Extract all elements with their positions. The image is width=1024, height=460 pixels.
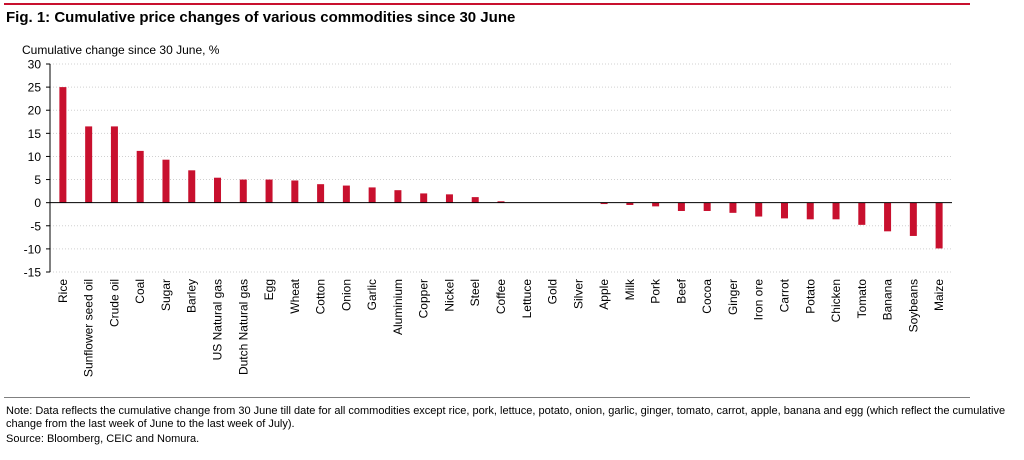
x-tick-label: Ginger xyxy=(726,279,740,315)
bar-egg xyxy=(265,179,273,203)
x-tick-label: Tomato xyxy=(855,279,869,319)
x-tick-label: Carrot xyxy=(777,278,791,312)
y-tick-label: 5 xyxy=(34,173,41,187)
bar-potato xyxy=(806,202,814,220)
chart-source: Source: Bloomberg, CEIC and Nomura. xyxy=(6,433,200,445)
figure-title: Fig. 1: Cumulative price changes of vari… xyxy=(6,9,516,26)
x-tick-label: Coffee xyxy=(494,279,508,314)
grid-lines xyxy=(46,63,952,273)
x-tick-label: Garlic xyxy=(365,279,379,310)
x-tick-label: Lettuce xyxy=(520,279,534,319)
bar-cotton xyxy=(317,184,325,203)
x-tick-label: Steel xyxy=(468,279,482,306)
title-rule xyxy=(4,3,970,5)
bar-pork xyxy=(652,202,660,207)
x-tick-label: Beef xyxy=(674,278,688,303)
bar-beef xyxy=(677,202,685,211)
x-tick-label: Dutch Natural gas xyxy=(236,279,250,375)
x-tick-label: US Natural gas xyxy=(211,279,225,360)
bar-carrot xyxy=(780,202,788,219)
bar-garlic xyxy=(368,187,376,203)
y-tick-label: 30 xyxy=(28,58,42,72)
x-tick-label: Maize xyxy=(932,279,946,311)
y-tick-label: 15 xyxy=(28,127,42,141)
bar-aluminium xyxy=(394,190,402,203)
x-tick-label: Nickel xyxy=(442,279,456,312)
x-tick-label: Cotton xyxy=(314,279,328,314)
x-tick-label: Cocoa xyxy=(700,279,714,314)
bar-chart: -15 -10 -5 0 5 10 15 20 25 30 Rice Sunflower seed … xyxy=(24,58,952,377)
x-tick-label: Copper xyxy=(417,279,431,318)
x-tick-labels: Rice Sunflower seed oil Crude oil Coal Sugar… xyxy=(56,278,946,377)
x-tick-label: Coal xyxy=(133,279,147,304)
x-tick-label: Egg xyxy=(262,279,276,300)
y-tick-label: 25 xyxy=(28,81,42,95)
x-tick-label: Sugar xyxy=(159,279,173,311)
bar-chicken xyxy=(832,202,840,220)
y-tick-label: -10 xyxy=(24,242,42,256)
y-tick-label: 0 xyxy=(34,196,41,210)
bar-apple xyxy=(600,202,608,205)
bar-soybeans xyxy=(909,202,917,236)
bar-sugar xyxy=(162,159,170,203)
x-tick-label: Crude oil xyxy=(107,279,121,327)
y-tick-label: -5 xyxy=(30,219,41,233)
bar-tomato xyxy=(858,202,866,225)
x-tick-label: Pork xyxy=(649,278,663,304)
bars xyxy=(59,87,943,249)
y-axis-label: Cumulative change since 30 June, % xyxy=(22,43,220,57)
bar-steel xyxy=(471,197,479,203)
bar-crude-oil xyxy=(110,126,118,203)
x-tick-label: Apple xyxy=(597,279,611,310)
y-tick-label: 20 xyxy=(28,104,42,118)
footer-rule xyxy=(4,397,970,398)
y-tick-label: -15 xyxy=(24,266,42,280)
bar-coffee xyxy=(497,201,505,203)
bar-coal xyxy=(136,150,144,203)
chart-note: Note: Data reflects the cumulative chang… xyxy=(6,405,1006,430)
bar-iron-ore xyxy=(755,202,763,217)
bar-us-natural-gas xyxy=(214,177,222,203)
x-tick-label: Gold xyxy=(546,279,560,304)
y-tick-label: 10 xyxy=(28,150,42,164)
x-tick-label: Onion xyxy=(339,279,353,311)
y-tick-labels: -15 -10 -5 0 5 10 15 20 25 30 xyxy=(24,58,42,280)
x-tick-label: Rice xyxy=(56,279,70,303)
x-tick-label: Chicken xyxy=(829,279,843,322)
bar-sunflower-seed-oil xyxy=(85,126,93,203)
bar-onion xyxy=(342,185,350,203)
bar-nickel xyxy=(445,194,453,203)
x-tick-label: Milk xyxy=(623,278,637,300)
x-tick-label: Wheat xyxy=(288,278,302,313)
bar-wheat xyxy=(291,180,299,203)
bar-copper xyxy=(420,193,428,203)
x-tick-label: Iron ore xyxy=(752,279,766,321)
x-tick-label: Soybeans xyxy=(906,279,920,332)
bar-barley xyxy=(188,170,196,203)
x-tick-label: Banana xyxy=(881,279,895,321)
bar-ginger xyxy=(729,202,737,213)
bar-maize xyxy=(935,202,943,249)
x-tick-label: Aluminium xyxy=(391,279,405,335)
bar-dutch-natural-gas xyxy=(239,179,247,203)
bar-banana xyxy=(884,202,892,232)
bar-cocoa xyxy=(703,202,711,211)
x-tick-label: Barley xyxy=(185,279,199,313)
bar-rice xyxy=(59,87,67,203)
x-tick-label: Potato xyxy=(803,279,817,314)
x-tick-label: Silver xyxy=(571,279,585,309)
x-tick-label: Sunflower seed oil xyxy=(82,279,96,377)
bar-milk xyxy=(626,202,634,205)
